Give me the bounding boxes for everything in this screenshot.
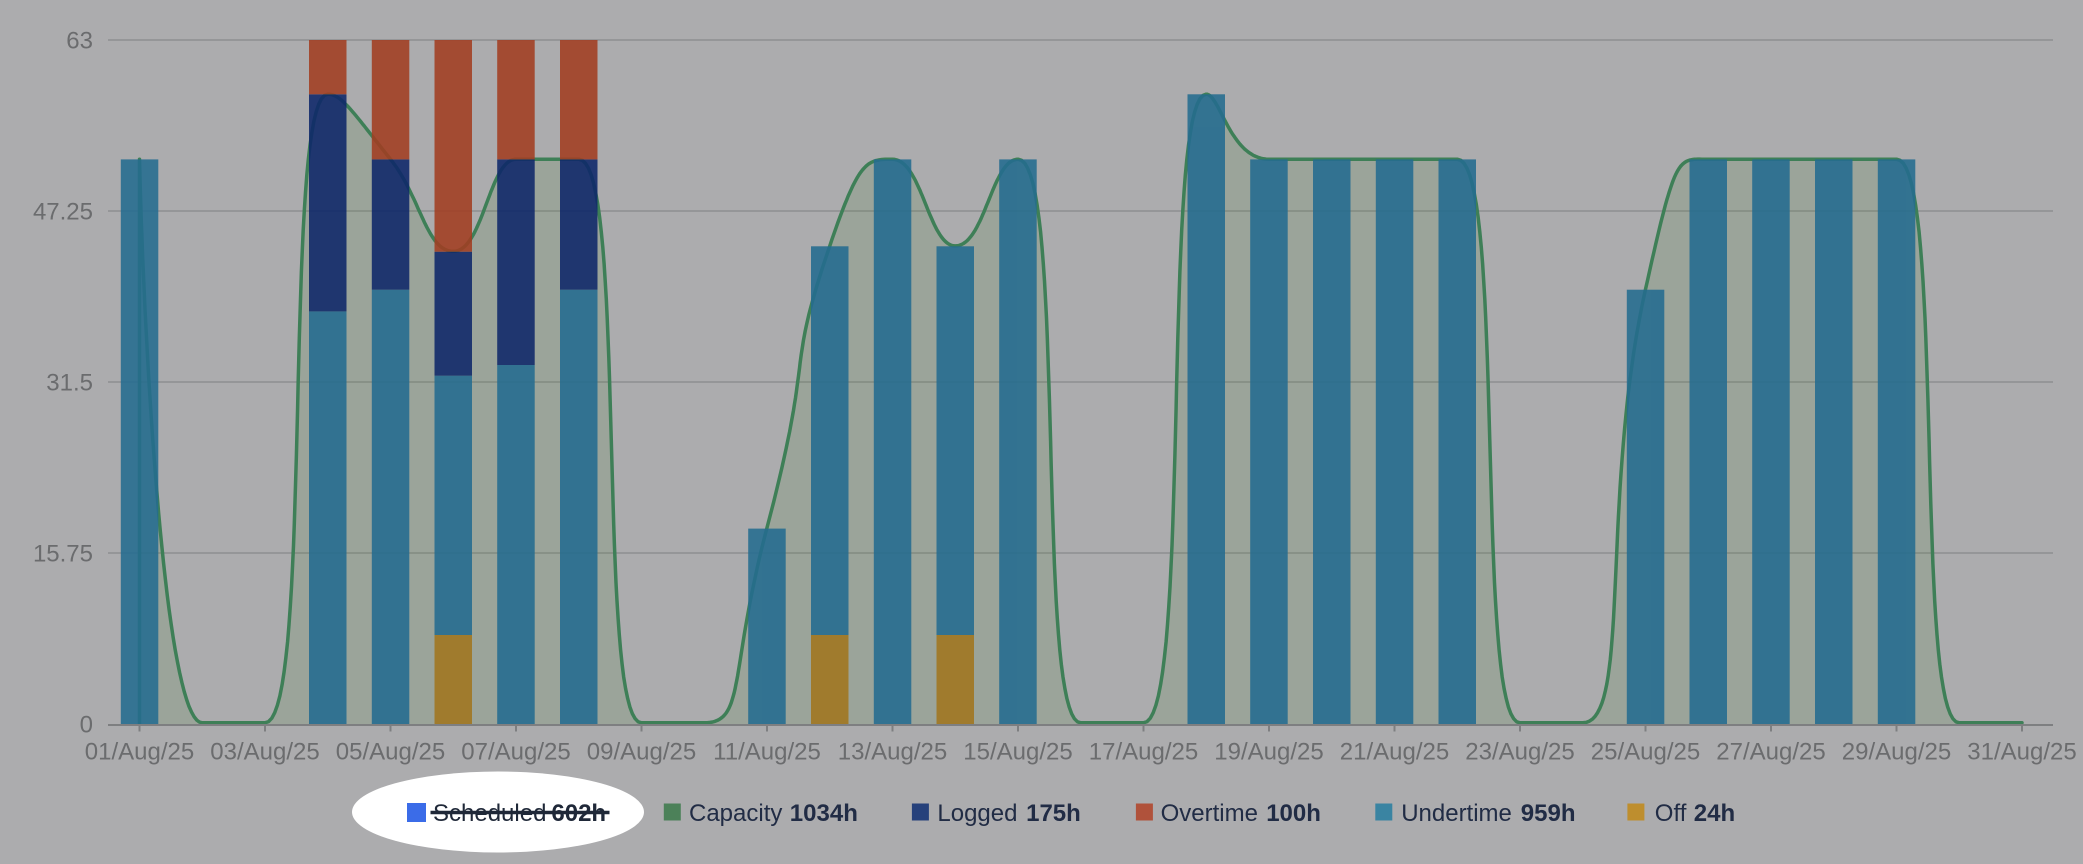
svg-text:07/Aug/25: 07/Aug/25 (461, 739, 570, 766)
svg-text:27/Aug/25: 27/Aug/25 (1716, 739, 1825, 766)
svg-text:959h: 959h (1521, 800, 1576, 827)
svg-text:15/Aug/25: 15/Aug/25 (963, 739, 1072, 766)
svg-text:09/Aug/25: 09/Aug/25 (587, 739, 696, 766)
svg-text:47.25: 47.25 (33, 199, 93, 226)
svg-text:0: 0 (80, 712, 93, 739)
svg-text:100h: 100h (1266, 800, 1321, 827)
svg-text:29/Aug/25: 29/Aug/25 (1842, 739, 1951, 766)
svg-text:21/Aug/25: 21/Aug/25 (1340, 739, 1449, 766)
svg-text:13/Aug/25: 13/Aug/25 (838, 739, 947, 766)
svg-text:175h: 175h (1026, 800, 1081, 827)
svg-text:1034h: 1034h (790, 800, 858, 827)
svg-text:31/Aug/25: 31/Aug/25 (1967, 739, 2076, 766)
svg-text:23/Aug/25: 23/Aug/25 (1465, 739, 1574, 766)
svg-text:31.5: 31.5 (46, 370, 93, 397)
svg-text:25/Aug/25: 25/Aug/25 (1591, 739, 1700, 766)
svg-text:Off: Off (1655, 800, 1687, 827)
svg-text:17/Aug/25: 17/Aug/25 (1089, 739, 1198, 766)
svg-text:01/Aug/25: 01/Aug/25 (85, 739, 194, 766)
svg-text:Overtime: Overtime (1161, 800, 1258, 827)
svg-text:Logged: Logged (937, 800, 1017, 827)
svg-text:Undertime: Undertime (1401, 800, 1512, 827)
svg-text:Capacity: Capacity (689, 800, 782, 827)
svg-text:24h: 24h (1694, 800, 1735, 827)
svg-text:63: 63 (66, 28, 93, 55)
svg-text:05/Aug/25: 05/Aug/25 (336, 739, 445, 766)
svg-text:03/Aug/25: 03/Aug/25 (210, 739, 319, 766)
svg-text:19/Aug/25: 19/Aug/25 (1214, 739, 1323, 766)
svg-text:11/Aug/25: 11/Aug/25 (713, 739, 821, 766)
svg-text:15.75: 15.75 (33, 541, 93, 568)
